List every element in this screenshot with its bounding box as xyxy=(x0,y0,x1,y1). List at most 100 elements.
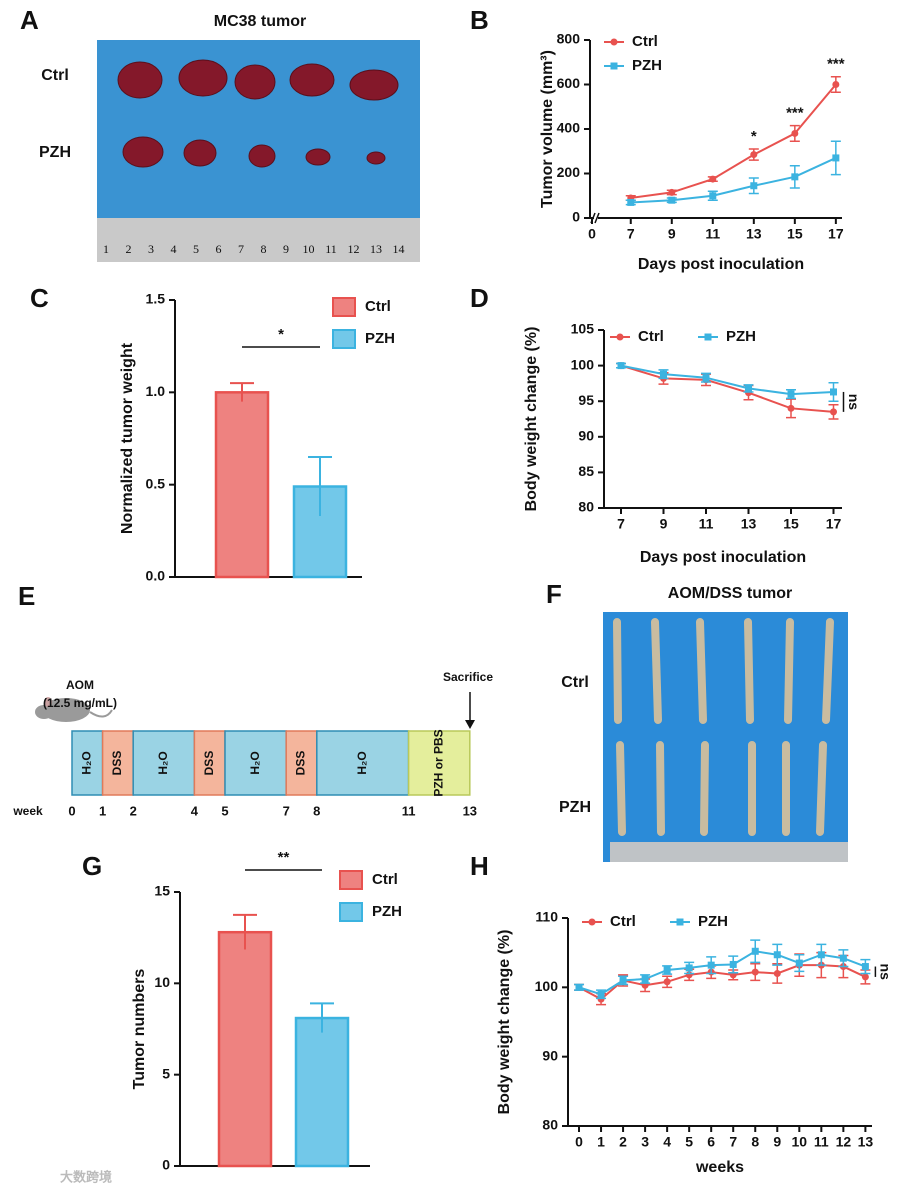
y-tick-label: 0.0 xyxy=(146,568,166,584)
y-tick-label: 0 xyxy=(572,209,580,225)
point xyxy=(795,959,803,967)
series-line xyxy=(578,950,866,996)
series-line xyxy=(620,364,834,413)
ruler-number: 6 xyxy=(216,242,222,256)
x-tick-label: 11 xyxy=(814,1134,829,1150)
y-tick-label: 0 xyxy=(162,1157,170,1173)
timeline-segment xyxy=(316,730,410,796)
legend-label: PZH xyxy=(365,330,395,347)
ruler-number: 12 xyxy=(348,242,360,256)
x-tick-label: 13 xyxy=(858,1134,874,1150)
x-tick-label: 6 xyxy=(707,1134,715,1150)
panel-label: B xyxy=(470,5,489,35)
legend-label: PZH xyxy=(726,328,756,345)
point xyxy=(707,961,715,969)
ruler-number: 8 xyxy=(261,242,267,256)
legend-marker xyxy=(610,38,618,46)
y-tick-label: 90 xyxy=(542,1047,558,1063)
x-tick-label: 9 xyxy=(668,226,676,242)
y-tick-label: 95 xyxy=(578,392,594,408)
segment-label: PZH or PBS xyxy=(431,729,445,796)
legend-label: Ctrl xyxy=(638,328,664,345)
y-tick-label: 10 xyxy=(154,974,170,990)
ruler-number: 7 xyxy=(238,242,244,256)
point xyxy=(817,951,825,959)
point xyxy=(709,192,717,200)
significance: *** xyxy=(827,56,845,73)
week-number: 5 xyxy=(221,803,228,818)
agent: AOM xyxy=(66,678,94,692)
y-tick-label: 85 xyxy=(578,463,594,479)
timeline-segment xyxy=(285,730,318,796)
ruler-number: 2 xyxy=(126,242,132,256)
x-tick-label: 3 xyxy=(641,1134,649,1150)
legend-label: Ctrl xyxy=(365,298,391,315)
ruler-number: 1 xyxy=(103,242,109,256)
panel-label: D xyxy=(470,283,489,313)
legend-label: PZH xyxy=(698,913,728,930)
point xyxy=(751,968,759,976)
x-tick-label: 9 xyxy=(660,516,668,532)
y-axis-label: Normalized tumor weight xyxy=(119,342,136,534)
row-label: PZH xyxy=(559,799,591,816)
point xyxy=(861,973,869,981)
point xyxy=(597,990,605,998)
y-tick-label: 5 xyxy=(162,1065,170,1081)
chart: 0.0 0.5 1.0 1.5 Normalized tumor weight Ctrl P… xyxy=(119,291,395,584)
mouse-icon xyxy=(35,697,113,722)
week-number: 8 xyxy=(313,803,320,818)
y-tick-label: 100 xyxy=(535,978,559,994)
point xyxy=(861,963,869,971)
segment-label: H₂O xyxy=(248,751,262,774)
series-line xyxy=(620,364,834,396)
point xyxy=(617,362,625,370)
x-tick-label: 0 xyxy=(588,226,596,242)
significance: *** xyxy=(786,105,804,122)
segment-label: DSS xyxy=(110,751,124,776)
photo-background xyxy=(603,612,848,862)
x-axis-label: Days post inoculation xyxy=(640,549,806,566)
x-tick-label: 1 xyxy=(597,1134,605,1150)
panel-label: A xyxy=(20,5,39,35)
point xyxy=(709,175,717,183)
ruler xyxy=(97,218,420,262)
timeline-segment xyxy=(71,730,104,796)
x-tick-label: 5 xyxy=(685,1134,693,1150)
legend-label: Ctrl xyxy=(632,33,658,50)
ruler-number: 5 xyxy=(193,242,199,256)
end-event: Sacrifice xyxy=(443,670,493,684)
ruler-numbers: 1 2 3 4 5 6 7 8 9 10 11 12 13 14 xyxy=(103,242,405,256)
segment-label: H₂O xyxy=(355,751,369,774)
point xyxy=(575,983,583,991)
significance: * xyxy=(278,326,284,343)
timeline-segment xyxy=(224,730,287,796)
x-tick-label: 7 xyxy=(617,516,625,532)
point xyxy=(627,198,635,206)
arrow-head xyxy=(465,720,475,729)
y-tick-label: 0.5 xyxy=(146,475,166,491)
series-line xyxy=(630,157,837,204)
week-number: 13 xyxy=(463,803,477,818)
panel-label: C xyxy=(30,283,49,313)
point xyxy=(641,975,649,983)
ruler-number: 4 xyxy=(171,242,177,256)
point xyxy=(751,947,759,955)
week-number: 11 xyxy=(402,803,416,818)
y-tick-label: 400 xyxy=(557,120,581,136)
point xyxy=(750,151,758,159)
x-axis-label: weeks xyxy=(695,1159,744,1176)
ruler-number: 9 xyxy=(283,242,289,256)
dose: (12.5 mg/mL) xyxy=(43,696,117,710)
ruler-number: 14 xyxy=(393,242,405,256)
panel-label: H xyxy=(470,851,489,881)
y-tick-label: 200 xyxy=(557,164,581,180)
point xyxy=(773,951,781,959)
y-tick-label: 80 xyxy=(578,499,594,515)
segment-label: DSS xyxy=(294,751,308,776)
row-label: Ctrl xyxy=(561,674,589,691)
x-tick-label: 0 xyxy=(575,1134,583,1150)
y-axis-label: Tumor numbers xyxy=(131,969,148,1090)
legend-label: Ctrl xyxy=(610,913,636,930)
